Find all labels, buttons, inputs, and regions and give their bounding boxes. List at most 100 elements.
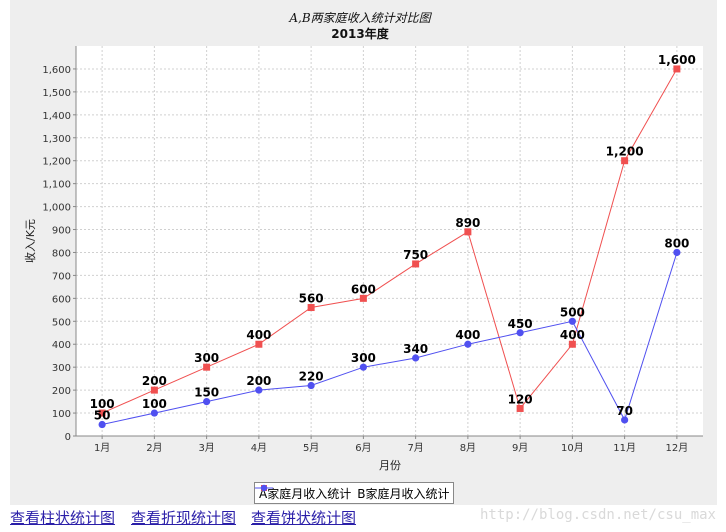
- data-point: [621, 157, 629, 165]
- x-tick-label: 4月: [251, 442, 267, 454]
- data-point: [673, 65, 681, 73]
- y-tick-label: 1,100: [42, 180, 71, 191]
- line-chart-link[interactable]: 查看折现统计图: [131, 509, 237, 527]
- x-tick-label: 5月: [303, 442, 319, 454]
- data-label: 500: [560, 305, 585, 319]
- watermark: http://blog.csdn.net/csu_max: [479, 507, 716, 523]
- data-label: 1,200: [606, 145, 644, 159]
- data-point: [568, 340, 576, 348]
- data-point: [98, 420, 106, 429]
- data-label: 150: [194, 386, 219, 400]
- x-tick-label: 12月: [666, 442, 689, 454]
- plot-area: [76, 46, 703, 436]
- y-tick-label: 400: [52, 340, 71, 351]
- data-point: [516, 329, 524, 337]
- data-labels: 100 200 300 400 560 600 750 890 120 400 1,200 1,600…: [90, 53, 696, 423]
- y-tick-label: 300: [52, 363, 71, 374]
- data-label: 70: [616, 404, 633, 418]
- data-point: [203, 397, 211, 406]
- data-label: 400: [455, 328, 480, 342]
- data-point: [673, 248, 681, 257]
- data-point: [464, 228, 472, 236]
- data-point: [255, 340, 263, 348]
- data-label: 200: [246, 374, 271, 388]
- data-point: [307, 381, 315, 390]
- y-tick-label: 0: [65, 432, 71, 443]
- x-tick-label: 9月: [512, 442, 528, 454]
- data-label: 890: [455, 216, 480, 230]
- y-tick-label: 1,400: [42, 111, 71, 122]
- y-tick-label: 100: [52, 409, 71, 420]
- data-label: 1,600: [658, 53, 696, 67]
- chart-panel: 0 100 200 300 400 500 600 700 800 900 1,000 1,100 1,…: [10, 0, 717, 505]
- data-label: 200: [142, 374, 167, 388]
- chart-links-bar: 查看柱状统计图 查看折现统计图 查看饼状统计图 http://blog.csdn…: [0, 505, 726, 532]
- data-point: [412, 354, 420, 362]
- y-tick-label: 1,500: [42, 88, 71, 99]
- bar-chart-link[interactable]: 查看柱状统计图: [10, 509, 116, 527]
- data-point: [359, 363, 367, 371]
- data-label: 120: [508, 392, 533, 406]
- x-tick-label: 3月: [198, 442, 214, 454]
- legend-label-b: B家庭月收入统计: [357, 486, 450, 501]
- x-tick-label: 11月: [613, 442, 636, 454]
- data-label: 50: [94, 409, 111, 423]
- data-label: 560: [299, 292, 324, 306]
- tick-labels: 0 100 200 300 400 500 600 700 800 900 1,000 1,100 1,…: [42, 65, 688, 454]
- line-chart: 0 100 200 300 400 500 600 700 800 900 1,000 1,100 1,…: [23, 11, 703, 472]
- x-tick-label: 2月: [146, 442, 162, 454]
- y-tick-label: 600: [52, 294, 71, 305]
- y-tick-label: 800: [52, 248, 71, 259]
- data-label: 600: [351, 282, 376, 296]
- data-label: 400: [560, 328, 585, 342]
- x-tick-label: 7月: [407, 442, 423, 454]
- y-tick-label: 1,300: [42, 134, 71, 145]
- series-line: [101, 252, 678, 425]
- chart-title: A,B两家庭收入统计对比图: [288, 11, 432, 25]
- x-tick-label: 8月: [460, 442, 476, 454]
- data-point: [412, 260, 420, 268]
- data-label: 300: [194, 351, 219, 365]
- chart-subtitle: 2013年度: [331, 26, 389, 41]
- data-point: [464, 340, 472, 348]
- data-label: 800: [664, 236, 689, 250]
- grid-lines: [76, 46, 703, 436]
- x-tick-label: 10月: [561, 442, 584, 454]
- data-point: [621, 416, 629, 424]
- legend-marker-circle-icon: [255, 484, 273, 492]
- data-point: [568, 317, 576, 325]
- y-tick-label: 200: [52, 386, 71, 397]
- x-tick-label: 6月: [355, 442, 371, 454]
- axes: [75, 46, 703, 437]
- data-label: 100: [90, 397, 115, 411]
- x-tick-label: 1月: [94, 442, 110, 454]
- y-tick-label: 700: [52, 271, 71, 282]
- y-tick-label: 1,600: [42, 65, 71, 76]
- data-label: 220: [299, 370, 324, 384]
- legend-item-b: B家庭月收入统计: [255, 484, 450, 502]
- data-point: [255, 386, 263, 394]
- data-label: 100: [142, 397, 167, 411]
- chart-legend: A家庭月收入统计 B家庭月收入统计: [254, 482, 455, 504]
- data-point: [307, 304, 315, 312]
- data-point: [150, 409, 158, 417]
- pie-chart-link[interactable]: 查看饼状统计图: [251, 509, 357, 527]
- series: [98, 65, 681, 429]
- data-point: [150, 386, 158, 394]
- x-axis-label: 月份: [379, 459, 401, 472]
- y-tick-label: 1,000: [42, 203, 71, 214]
- y-tick-label: 1,200: [42, 157, 71, 168]
- data-label: 340: [403, 342, 428, 356]
- data-label: 300: [351, 351, 376, 365]
- data-point: [359, 294, 367, 302]
- data-label: 750: [403, 248, 428, 262]
- data-point: [98, 409, 106, 417]
- y-tick-label: 500: [52, 317, 71, 328]
- data-point: [516, 404, 524, 412]
- y-axis-label: 收入/K元: [23, 219, 37, 263]
- y-tick-label: 900: [52, 226, 71, 237]
- data-point: [203, 363, 211, 371]
- data-label: 400: [246, 328, 271, 342]
- legend-label-a: A家庭月收入统计: [259, 486, 352, 501]
- data-label: 450: [508, 317, 533, 331]
